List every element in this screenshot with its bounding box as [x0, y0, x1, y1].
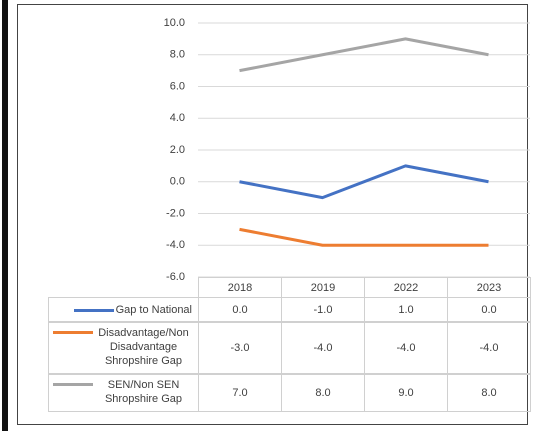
table-value: 1.0 [364, 297, 448, 323]
left-edge [2, 0, 8, 431]
table-value: 7.0 [198, 373, 282, 412]
legend-label: Gap to National [115, 304, 192, 316]
y-tick-label: 10.0 [164, 17, 185, 29]
table-value: -4.0 [364, 321, 448, 375]
y-tick-label: 4.0 [170, 112, 185, 124]
table-value: -3.0 [198, 321, 282, 375]
series-line [239, 164, 489, 200]
table-value: 0.0 [447, 297, 531, 323]
legend-swatch [73, 308, 114, 312]
legend-swatch [53, 383, 93, 386]
table-value: 8.0 [447, 373, 531, 412]
y-tick-label: -2.0 [166, 207, 185, 219]
y-tick-label: 8.0 [170, 49, 185, 61]
chart-border [17, 4, 528, 425]
y-tick-label: -4.0 [166, 239, 185, 251]
table-value: -4.0 [281, 321, 365, 375]
y-tick-label: 2.0 [170, 144, 185, 156]
category-cell: 2023 [447, 277, 531, 298]
category-cell: 2018 [198, 277, 282, 298]
y-tick-label: 6.0 [170, 80, 185, 92]
legend-entry: Disadvantage/Non Disadvantage Shropshire… [48, 321, 199, 375]
legend-entry: SEN/Non SEN Shropshire Gap [48, 373, 199, 412]
series-line [239, 37, 489, 73]
table-value: -4.0 [447, 321, 531, 375]
legend-entry: Gap to National [48, 297, 199, 323]
series-line [239, 227, 489, 247]
legend-swatch [53, 331, 93, 334]
table-value: 0.0 [198, 297, 282, 323]
table-value: 8.0 [281, 373, 365, 412]
table-value: 9.0 [364, 373, 448, 412]
table-value: -1.0 [281, 297, 365, 323]
legend-label: Disadvantage/Non Disadvantage Shropshire… [98, 327, 189, 367]
category-cell: 2022 [364, 277, 448, 298]
y-tick-label: -6.0 [166, 271, 185, 283]
y-tick-label: 0.0 [170, 176, 185, 188]
legend-label: SEN/Non SEN Shropshire Gap [104, 379, 183, 405]
category-cell: 2019 [281, 277, 365, 298]
